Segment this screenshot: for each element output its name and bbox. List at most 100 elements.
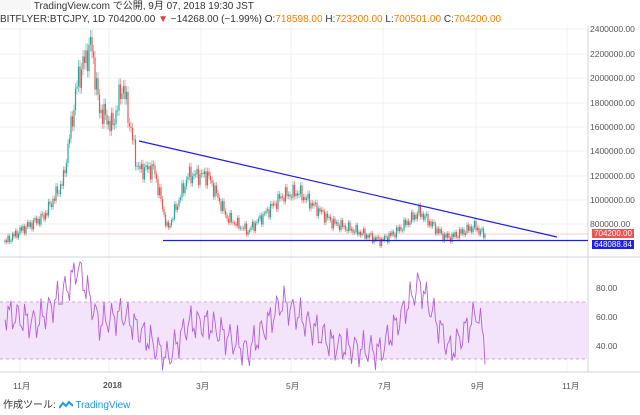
candle-body (319, 208, 321, 212)
candle-body (301, 185, 303, 201)
candle-body (26, 222, 29, 227)
candle-body (67, 143, 69, 164)
candle-body (110, 112, 113, 131)
time-tick: 3月 (196, 381, 210, 391)
candle-body (314, 202, 317, 204)
candle-body (317, 208, 320, 216)
candle-body (440, 229, 443, 234)
candle-body (385, 235, 387, 238)
candle-body (370, 233, 372, 235)
candle-body (340, 220, 342, 231)
candle-body (310, 202, 312, 209)
candle-body (307, 193, 309, 199)
candle-body (208, 171, 210, 176)
candle-body (34, 218, 36, 221)
candle-body (433, 221, 435, 224)
candle-body (184, 186, 186, 194)
candle-body (85, 50, 87, 64)
candle-body (343, 225, 345, 227)
candle-body (476, 227, 479, 231)
candle-body (251, 221, 254, 228)
candle-body (266, 209, 269, 211)
candle-body (65, 163, 68, 174)
candle-body (31, 222, 33, 230)
candle-body (344, 225, 347, 230)
candle-body (419, 205, 422, 217)
candle-body (242, 228, 245, 230)
candle-body (305, 198, 308, 201)
descending-trendline[interactable] (138, 140, 558, 238)
candle-body (403, 219, 405, 231)
candle-body (413, 214, 416, 220)
candle-body (146, 165, 149, 170)
candle-body (223, 201, 225, 211)
candle-body (374, 237, 377, 241)
candle-body (76, 86, 78, 89)
candle-body (263, 213, 266, 215)
candle-body (52, 198, 54, 208)
symbol-info-bar: BITFLYER:BTCJPY, 1D 704200.00 ▼ −14268.0… (0, 13, 640, 26)
candle-body (454, 232, 456, 237)
candle-body (197, 168, 200, 185)
candle-body (58, 193, 60, 194)
candle-body (289, 194, 291, 197)
candle-body (361, 233, 363, 236)
candle-body (134, 139, 137, 167)
candle-body (164, 214, 167, 226)
candle-body (170, 219, 173, 226)
candle-body (442, 233, 444, 242)
footer: 作成ツール: TradingView (0, 396, 640, 415)
candle-body (400, 226, 402, 231)
candle-body (23, 225, 26, 234)
candle-body (430, 221, 432, 227)
tradingview-brand-link[interactable]: TradingView (75, 400, 131, 411)
candle-body (70, 116, 72, 139)
candle-body (161, 199, 164, 209)
candle-body (436, 228, 438, 234)
candle-body (292, 184, 294, 198)
candle-body (323, 211, 326, 223)
candle-body (100, 109, 102, 114)
candle-body (394, 234, 396, 238)
candle-body (128, 123, 131, 127)
candle-body (445, 234, 447, 238)
candle-body (461, 229, 464, 234)
rsi-tick: 60.00 (596, 312, 618, 322)
candle-body (185, 179, 188, 187)
candle-body (272, 203, 275, 206)
candle-body (98, 94, 101, 114)
candle-body (56, 186, 59, 194)
candle-body (46, 212, 48, 216)
candle-body (155, 174, 158, 180)
candle-body (235, 223, 237, 226)
candle-body (304, 196, 306, 201)
candle-body (97, 78, 99, 95)
candle-body (127, 91, 129, 124)
candle-body (116, 110, 119, 112)
candle-body (439, 229, 441, 234)
candle-body (388, 233, 390, 243)
candle-body (142, 163, 144, 180)
price-tick: 2400000.00 (590, 24, 635, 34)
symbol-label[interactable]: BITFLYER:BTCJPY, 1D (0, 14, 106, 25)
candle-body (80, 69, 83, 88)
candle-body (74, 88, 77, 110)
candle-body (169, 225, 171, 228)
price-chart[interactable] (0, 0, 640, 396)
candle-body (325, 213, 327, 223)
candle-body (262, 213, 264, 225)
candle-body (202, 173, 204, 175)
candle-body (35, 218, 38, 224)
candle-body (463, 229, 465, 235)
candle-body (332, 218, 335, 229)
candle-body (415, 214, 417, 219)
candle-body (50, 204, 53, 208)
candle-body (62, 170, 65, 186)
candle-body (425, 213, 428, 216)
candle-body (464, 232, 467, 235)
candle-body (221, 201, 224, 211)
candle-body (230, 212, 233, 223)
down-arrow-icon: ▼ (158, 14, 168, 25)
candle-body (479, 230, 482, 235)
candle-body (214, 185, 216, 197)
